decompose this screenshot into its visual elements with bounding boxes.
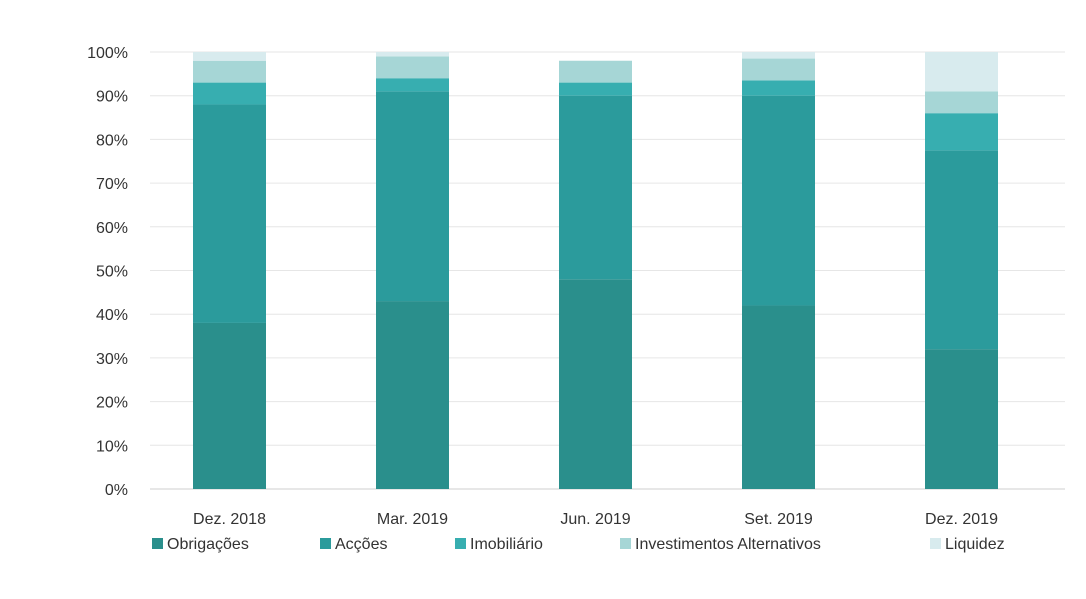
- legend-swatch: [930, 538, 941, 549]
- legend-swatch: [320, 538, 331, 549]
- bar-segment: [742, 52, 815, 59]
- bar-segment: [193, 60, 266, 83]
- y-tick-label: 90%: [96, 89, 128, 106]
- bar-segment: [925, 349, 998, 489]
- bar-segment: [193, 322, 266, 489]
- bar-segment: [193, 82, 266, 105]
- bar-segment: [559, 279, 632, 489]
- y-tick-label: 30%: [96, 351, 128, 368]
- bar-segment: [925, 52, 998, 92]
- x-tick-label: Dez. 2019: [925, 511, 998, 528]
- bar-segment: [742, 95, 815, 306]
- bar-segment: [742, 305, 815, 489]
- bar-segment: [376, 52, 449, 57]
- y-tick-label: 80%: [96, 132, 128, 149]
- bar-segment: [193, 52, 266, 61]
- x-axis: Dez. 2018 Mar. 2019 Jun. 2019 Set. 2019 Dez.…: [193, 511, 998, 528]
- bar-segment: [376, 56, 449, 79]
- bar-segment: [559, 82, 632, 96]
- bar-segment: [559, 95, 632, 280]
- bar-segment: [742, 58, 815, 81]
- y-tick-label: 60%: [96, 220, 128, 237]
- y-tick-label: 0%: [105, 482, 128, 499]
- legend-label: Liquidez: [945, 536, 1005, 553]
- legend-swatch: [152, 538, 163, 549]
- y-tick-label: 70%: [96, 176, 128, 193]
- bar-segment: [376, 78, 449, 92]
- y-tick-label: 50%: [96, 264, 128, 281]
- legend-label: Investimentos Alternativos: [635, 536, 821, 553]
- bar-segment: [925, 113, 998, 151]
- y-tick-label: 100%: [87, 45, 128, 62]
- y-tick-label: 10%: [96, 438, 128, 455]
- bar-segment: [742, 80, 815, 96]
- y-axis: 0% 10% 20% 30% 40% 50% 60% 70% 80% 90% 100%: [87, 45, 128, 499]
- bar-segment: [376, 301, 449, 489]
- x-tick-label: Mar. 2019: [377, 511, 448, 528]
- legend: Obrigações Acções Imobiliário Investimentos…: [152, 536, 1005, 553]
- legend-swatch: [455, 538, 466, 549]
- x-tick-label: Set. 2019: [744, 511, 813, 528]
- bar-segment: [925, 91, 998, 114]
- legend-label: Imobiliário: [470, 536, 543, 553]
- bar-segment: [376, 91, 449, 302]
- x-tick-label: Dez. 2018: [193, 511, 266, 528]
- bar-segment: [925, 150, 998, 350]
- legend-label: Obrigações: [167, 536, 249, 553]
- bars: [193, 52, 998, 489]
- legend-swatch: [620, 538, 631, 549]
- legend-label: Acções: [335, 536, 387, 553]
- y-tick-label: 40%: [96, 307, 128, 324]
- x-tick-label: Jun. 2019: [560, 511, 630, 528]
- bar-segment: [193, 104, 266, 323]
- y-tick-label: 20%: [96, 395, 128, 412]
- bar-segment: [559, 60, 632, 83]
